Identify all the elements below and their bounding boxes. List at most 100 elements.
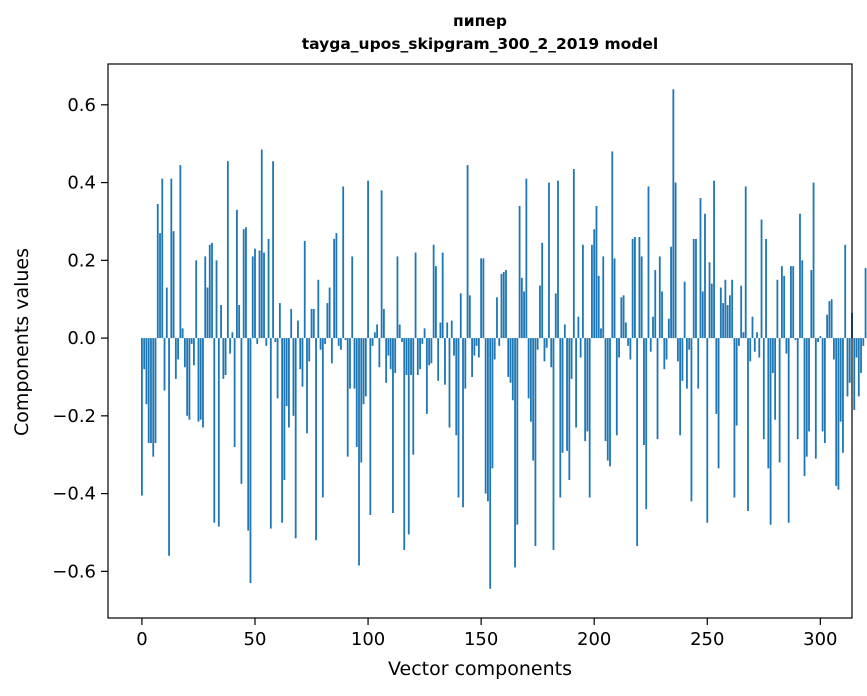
bar-3 bbox=[147, 338, 150, 444]
bar-4 bbox=[150, 338, 152, 444]
bar-33 bbox=[215, 260, 218, 339]
bar-102 bbox=[371, 338, 374, 346]
bar-73 bbox=[306, 338, 308, 434]
bar-276 bbox=[765, 238, 767, 339]
bar-27 bbox=[202, 338, 204, 428]
bar-95 bbox=[355, 338, 358, 447]
bar-164 bbox=[511, 338, 514, 401]
bar-30 bbox=[208, 244, 211, 339]
bar-16 bbox=[177, 338, 180, 360]
bar-69 bbox=[297, 320, 299, 339]
bar-101 bbox=[369, 338, 372, 515]
bar-303 bbox=[826, 314, 829, 339]
bar-280 bbox=[774, 338, 777, 420]
bar-261 bbox=[731, 279, 734, 339]
bar-270 bbox=[751, 316, 754, 339]
bar-141 bbox=[459, 293, 462, 339]
bar-297 bbox=[812, 182, 815, 339]
bar-25 bbox=[197, 338, 200, 422]
bar-256 bbox=[719, 287, 722, 339]
bar-24 bbox=[195, 260, 198, 339]
bar-32 bbox=[213, 338, 216, 523]
bar-60 bbox=[276, 338, 279, 399]
bar-296 bbox=[810, 270, 813, 339]
bar-153 bbox=[487, 338, 489, 502]
bar-166 bbox=[516, 338, 519, 525]
bar-144 bbox=[466, 165, 469, 339]
bar-11 bbox=[165, 287, 168, 339]
bar-316 bbox=[855, 338, 858, 358]
bar-230 bbox=[661, 291, 663, 339]
bar-100 bbox=[367, 180, 369, 339]
bar-50 bbox=[254, 248, 256, 339]
bar-252 bbox=[710, 283, 713, 339]
bar-145 bbox=[468, 295, 471, 339]
bar-194 bbox=[579, 338, 582, 358]
bar-259 bbox=[726, 305, 729, 339]
bar-254 bbox=[715, 338, 718, 414]
bar-63 bbox=[283, 338, 286, 480]
y-tick-label: −0.6 bbox=[52, 561, 96, 582]
bar-283 bbox=[780, 266, 783, 339]
bar-82 bbox=[326, 303, 329, 339]
bar-68 bbox=[294, 338, 297, 539]
bar-313 bbox=[848, 338, 851, 383]
bar-29 bbox=[206, 287, 209, 339]
bar-196 bbox=[584, 338, 587, 442]
bar-43 bbox=[238, 305, 241, 339]
bar-90 bbox=[344, 338, 347, 341]
chart-title-line-1: пипер bbox=[453, 12, 507, 30]
bar-214 bbox=[624, 322, 627, 339]
bar-219 bbox=[636, 338, 639, 547]
bar-132 bbox=[439, 322, 442, 339]
bar-274 bbox=[760, 219, 763, 339]
bar-120 bbox=[412, 338, 415, 455]
bar-152 bbox=[484, 338, 487, 494]
bar-66 bbox=[290, 308, 293, 339]
bar-279 bbox=[771, 338, 774, 374]
bar-234 bbox=[670, 246, 672, 339]
bar-285 bbox=[785, 338, 788, 354]
bar-239 bbox=[681, 338, 684, 381]
bar-149 bbox=[477, 338, 480, 358]
bar-184 bbox=[557, 180, 559, 339]
bar-220 bbox=[638, 237, 641, 339]
bar-226 bbox=[652, 316, 654, 339]
bar-138 bbox=[453, 338, 455, 356]
bar-13 bbox=[170, 178, 173, 339]
bar-242 bbox=[688, 338, 691, 350]
bar-210 bbox=[615, 338, 618, 436]
bar-290 bbox=[796, 338, 799, 440]
bar-122 bbox=[416, 338, 419, 376]
bar-163 bbox=[509, 338, 512, 383]
bar-172 bbox=[529, 338, 532, 422]
bar-171 bbox=[527, 338, 530, 399]
bar-299 bbox=[817, 338, 819, 342]
bar-174 bbox=[534, 338, 537, 547]
bar-192 bbox=[575, 338, 578, 428]
bar-107 bbox=[382, 308, 385, 339]
bar-320 bbox=[864, 268, 867, 339]
bar-267 bbox=[744, 186, 747, 339]
bar-260 bbox=[728, 295, 731, 339]
bar-39 bbox=[229, 338, 232, 354]
bar-93 bbox=[351, 256, 354, 339]
bar-200 bbox=[593, 229, 596, 339]
bar-55 bbox=[265, 338, 268, 346]
bar-308 bbox=[837, 338, 840, 490]
bar-284 bbox=[783, 275, 786, 339]
bar-205 bbox=[604, 338, 607, 442]
bar-275 bbox=[762, 338, 765, 440]
bar-136 bbox=[448, 338, 451, 428]
bar-286 bbox=[787, 338, 790, 523]
bar-176 bbox=[539, 285, 541, 339]
bar-104 bbox=[376, 324, 379, 339]
bar-181 bbox=[550, 338, 553, 368]
bar-128 bbox=[430, 338, 433, 364]
bar-264 bbox=[738, 338, 740, 346]
bar-88 bbox=[340, 338, 342, 350]
bar-251 bbox=[708, 262, 711, 339]
bar-318 bbox=[860, 338, 862, 374]
bar-212 bbox=[620, 297, 623, 339]
y-tick-label: 0.0 bbox=[67, 328, 96, 349]
